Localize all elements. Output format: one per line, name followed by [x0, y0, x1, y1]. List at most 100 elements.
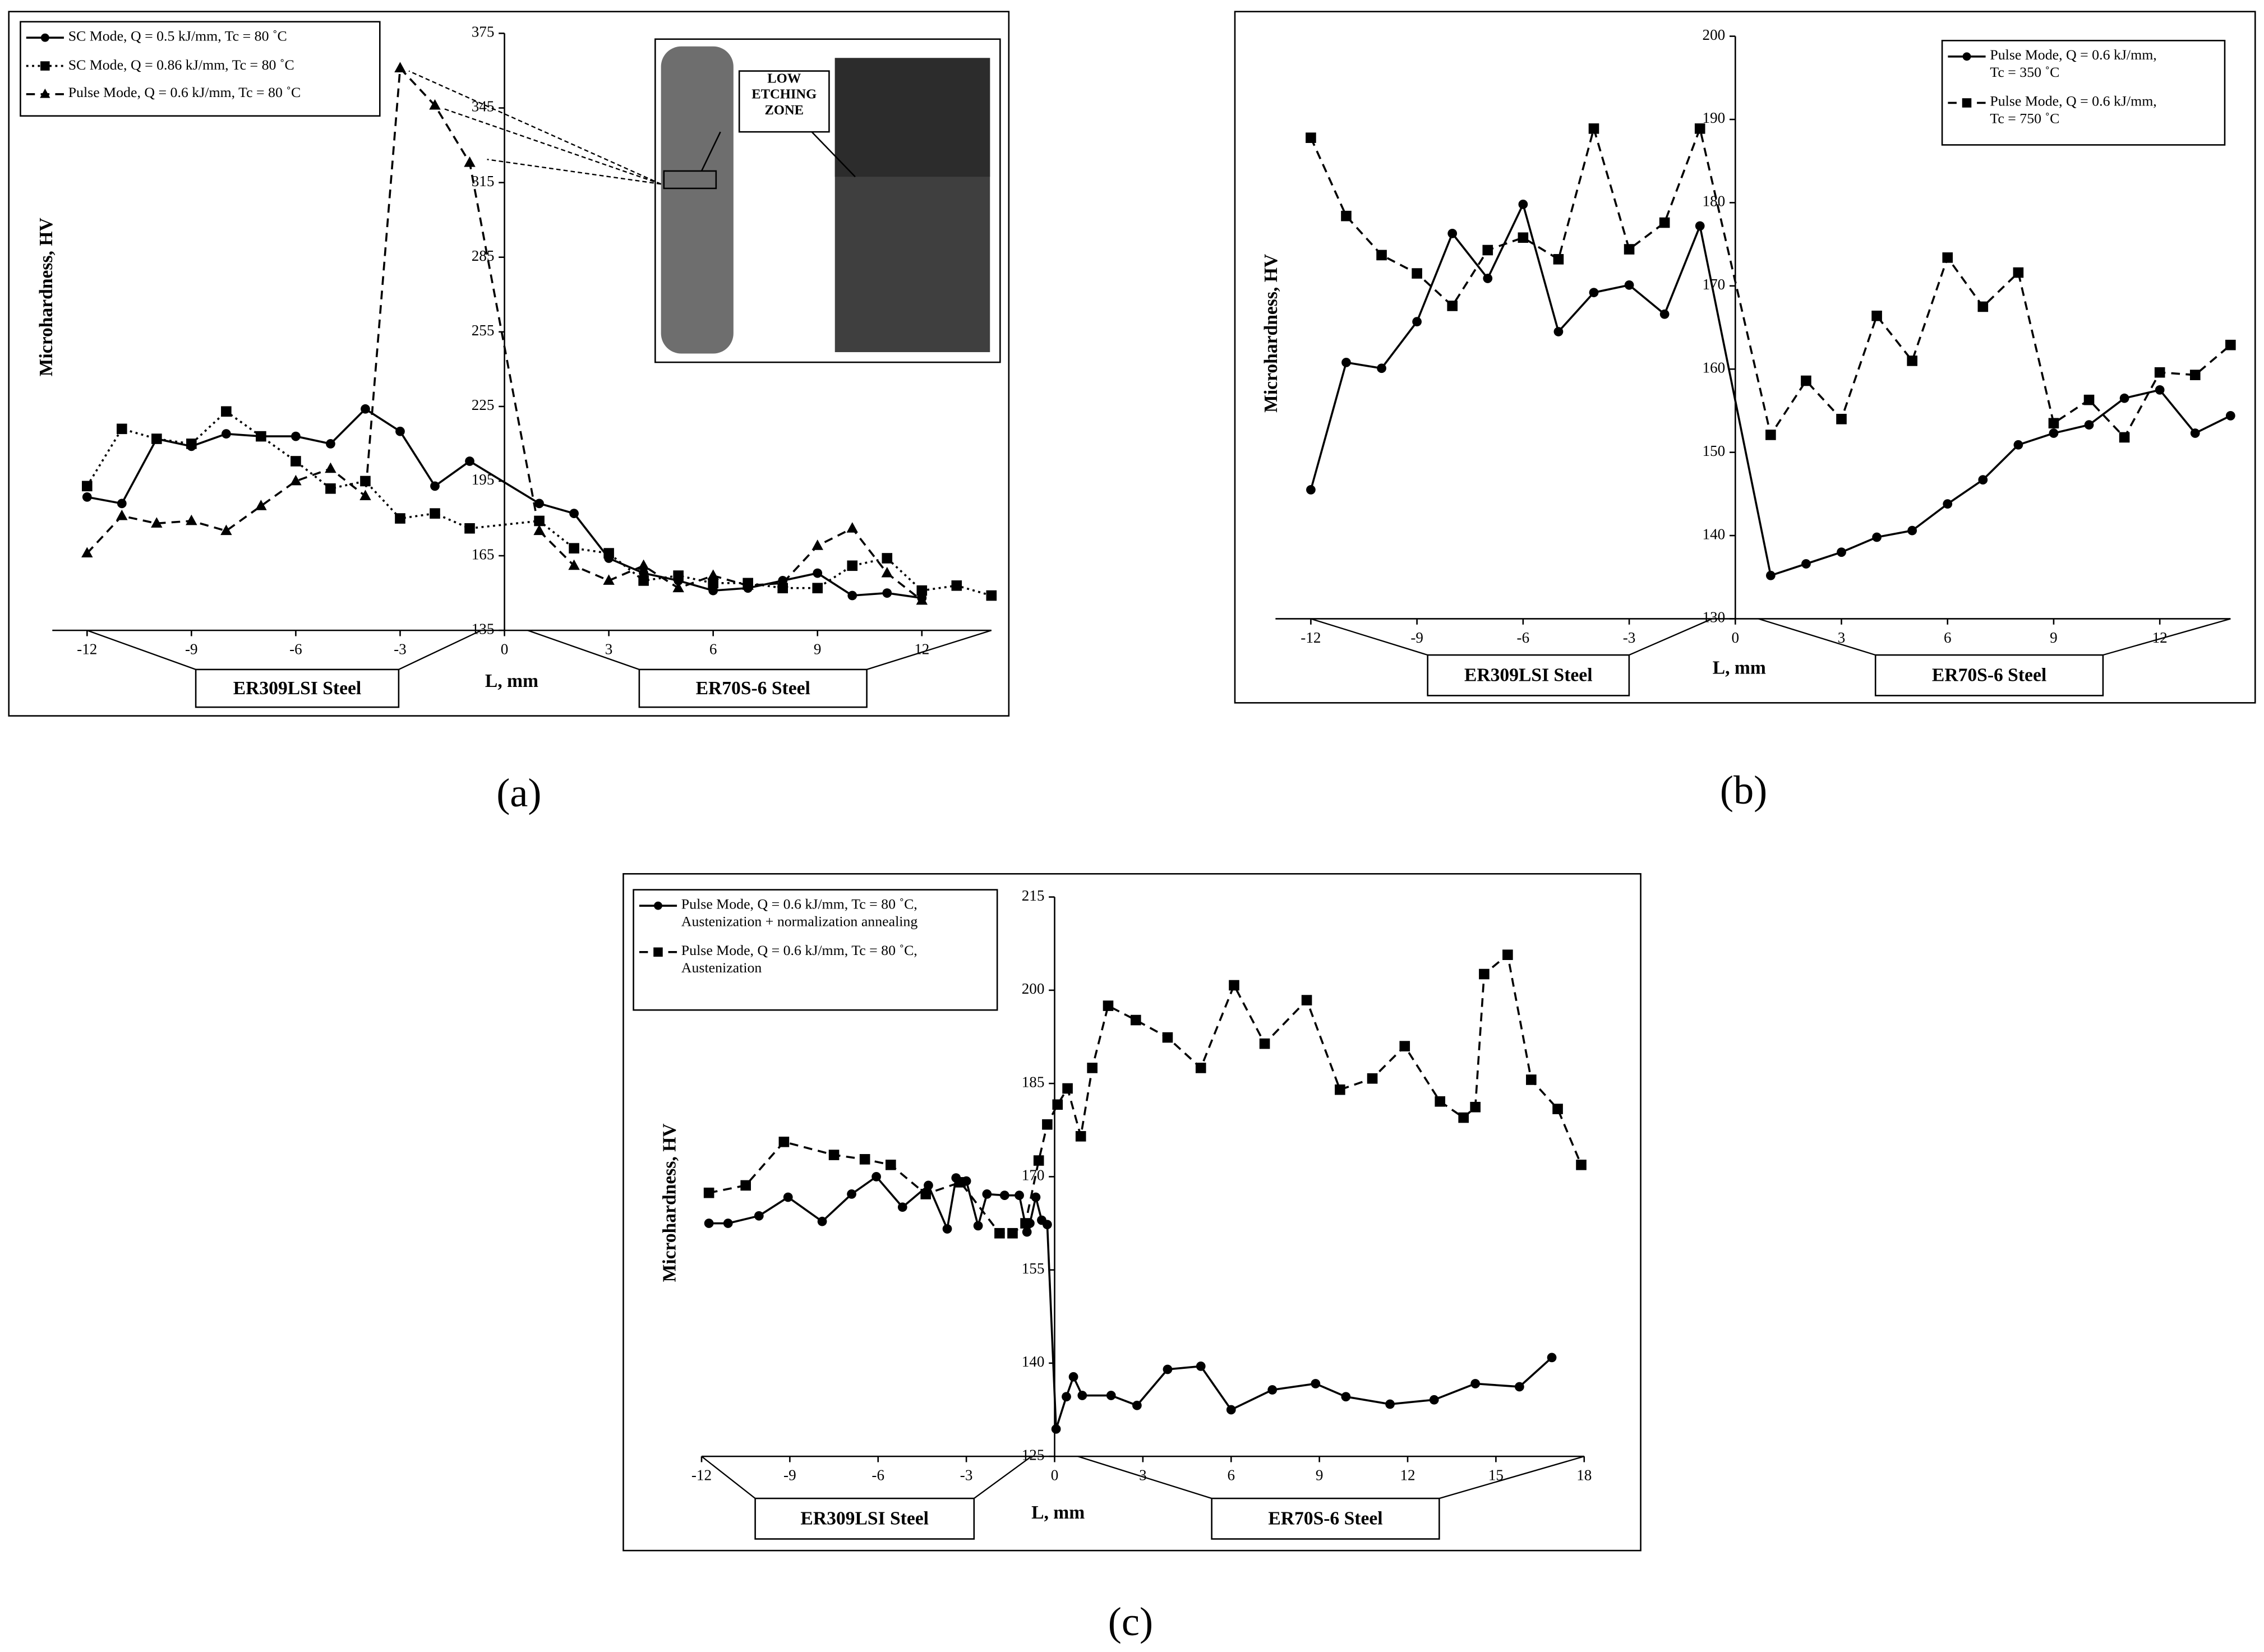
marker [882, 588, 892, 598]
cross-section-top [834, 58, 990, 177]
marker [859, 1154, 870, 1165]
marker [2189, 370, 2201, 380]
weld-wall [661, 46, 734, 354]
marker [221, 406, 232, 417]
x-axis-label: L, mm [1713, 658, 1766, 679]
marker [2155, 385, 2165, 395]
marker [1412, 268, 1422, 279]
inset-label: LOW ETCHING ZONE [751, 72, 817, 119]
marker [1978, 475, 1988, 484]
region-box [195, 668, 400, 708]
series-line [1309, 124, 2231, 439]
marker [1051, 1424, 1061, 1434]
marker [1062, 1392, 1071, 1402]
marker [778, 1137, 790, 1147]
marker [951, 580, 962, 591]
y-tick-label: 170 [1022, 1167, 1045, 1184]
marker [430, 481, 440, 491]
marker [1007, 1228, 1018, 1239]
legend-text-holder: SC Mode, Q = 0.5 kJ/mm, Tc = 80 ˚C [68, 29, 287, 45]
region-label: ER309LSI Steel [800, 1508, 929, 1529]
y-tick-label: 215 [1022, 887, 1045, 904]
marker [1458, 1112, 1469, 1123]
marker [924, 1180, 933, 1190]
marker [2049, 428, 2059, 438]
marker [1483, 274, 1493, 283]
marker [1052, 1099, 1063, 1110]
marker [986, 590, 997, 601]
y-tick-label: 160 [1703, 359, 1726, 376]
region-box [638, 668, 868, 708]
region-box [1874, 654, 2104, 696]
marker [817, 1216, 827, 1226]
marker [220, 524, 232, 536]
marker [1062, 1083, 1073, 1094]
marker [1376, 250, 1387, 261]
y-tick-label: 165 [472, 546, 495, 562]
marker [707, 569, 719, 580]
marker [811, 539, 823, 550]
marker [881, 566, 893, 578]
marker [1871, 310, 1882, 321]
region-box [1211, 1497, 1440, 1540]
marker [1311, 1379, 1321, 1388]
marker [1429, 1395, 1439, 1405]
x-tick-label: 9 [2050, 629, 2058, 646]
legend-marker [654, 901, 662, 910]
region-link [1439, 1456, 1585, 1499]
marker [1872, 532, 1882, 542]
x-tick-label: 3 [605, 641, 613, 658]
marker [916, 594, 928, 605]
region-link [2102, 618, 2231, 656]
marker [1306, 132, 1316, 143]
marker [704, 1219, 714, 1228]
legend-box [1941, 40, 2226, 146]
marker [1695, 221, 1705, 231]
marker [1341, 1392, 1351, 1402]
marker [1470, 1101, 1481, 1113]
marker [1624, 244, 1635, 255]
marker [569, 509, 579, 519]
region-link [701, 1456, 756, 1499]
marker [81, 547, 93, 558]
marker [1801, 375, 1811, 386]
marker [886, 1160, 896, 1170]
region-link [527, 630, 640, 671]
marker [703, 1187, 714, 1198]
marker [1229, 980, 1239, 991]
marker [1195, 1063, 1206, 1073]
marker [847, 560, 858, 571]
legend-text-holder: Pulse Mode, Q = 0.6 kJ/mm, Tc = 750 ˚C [1990, 94, 2156, 127]
marker [2119, 393, 2129, 403]
marker [2225, 339, 2236, 350]
series-line [86, 410, 992, 597]
marker [1077, 1391, 1087, 1400]
y-tick-label: 130 [1703, 609, 1726, 626]
marker [1162, 1032, 1173, 1043]
legend-label: Pulse Mode, Q = 0.6 kJ/mm, Tc = 80 ˚C, A… [681, 943, 917, 976]
y-axis-label: Microhardness, HV [659, 1123, 680, 1282]
marker [116, 509, 128, 520]
legend-marker [40, 33, 49, 42]
marker [1518, 200, 1528, 209]
region-link [86, 630, 196, 670]
marker [1907, 356, 1917, 366]
x-tick-label: 0 [1051, 1467, 1059, 1484]
marker [1552, 1104, 1563, 1114]
inset-arrows [408, 70, 662, 185]
legend-text-holder: Pulse Mode, Q = 0.6 kJ/mm, Tc = 350 ˚C [1990, 48, 2156, 80]
region-label: ER309LSI Steel [1464, 665, 1593, 686]
region-link [1311, 618, 1428, 656]
marker [754, 1211, 764, 1221]
marker [1694, 123, 1705, 134]
y-tick-label: 180 [1703, 193, 1726, 210]
marker [360, 476, 371, 487]
region-link [974, 1456, 1032, 1499]
x-tick-label: -9 [1410, 629, 1423, 646]
marker [151, 433, 162, 444]
region-label: ER70S-6 Steel [696, 678, 810, 699]
y-tick-label: 190 [1703, 109, 1726, 126]
y-tick-label: 285 [472, 247, 495, 264]
marker [1942, 252, 1953, 263]
marker [2190, 428, 2200, 438]
